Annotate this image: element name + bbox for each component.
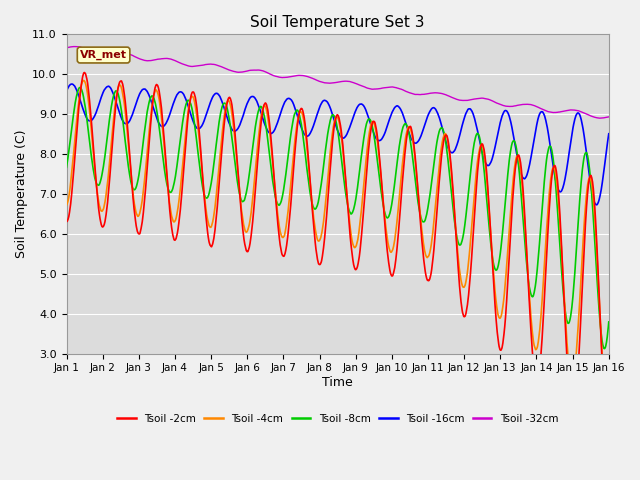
- X-axis label: Time: Time: [323, 376, 353, 389]
- Y-axis label: Soil Temperature (C): Soil Temperature (C): [15, 130, 28, 258]
- Title: Soil Temperature Set 3: Soil Temperature Set 3: [250, 15, 425, 30]
- Legend: Tsoil -2cm, Tsoil -4cm, Tsoil -8cm, Tsoil -16cm, Tsoil -32cm: Tsoil -2cm, Tsoil -4cm, Tsoil -8cm, Tsoi…: [113, 410, 563, 428]
- Text: VR_met: VR_met: [80, 50, 127, 60]
